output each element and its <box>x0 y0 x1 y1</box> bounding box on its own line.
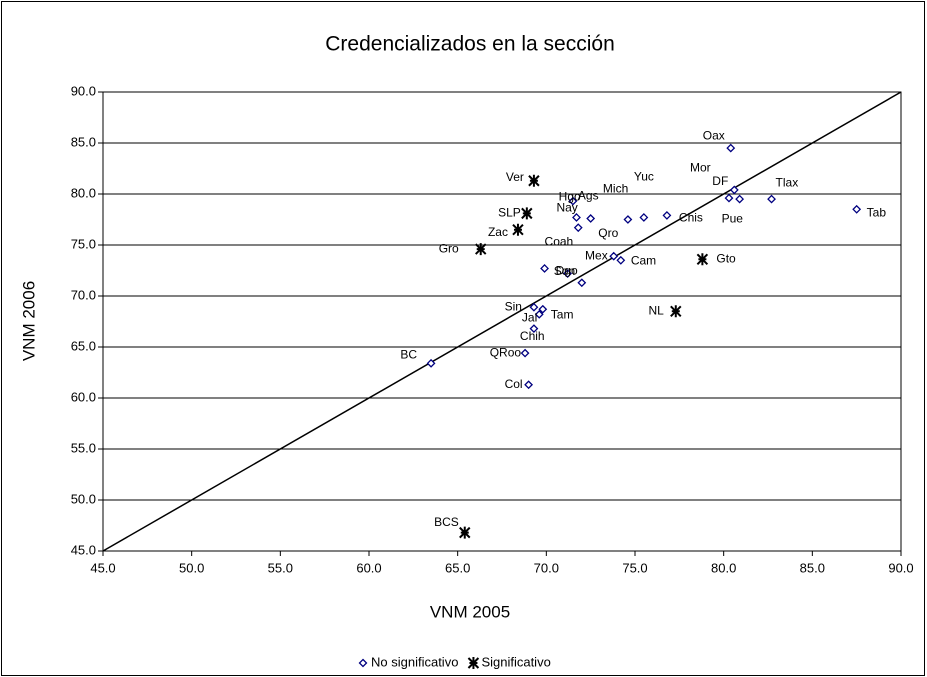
point-label: BC <box>400 347 417 361</box>
point-label: Dgo <box>556 264 578 278</box>
y-tick-label: 60.0 <box>71 389 96 404</box>
point <box>729 185 739 195</box>
point <box>662 211 672 220</box>
point <box>735 194 745 204</box>
x-axis-label: VNM 2005 <box>430 602 510 621</box>
y-tick-label: 45.0 <box>71 542 96 557</box>
point <box>616 255 626 265</box>
point <box>568 196 578 206</box>
point <box>586 214 596 223</box>
point-label: Tam <box>551 307 574 321</box>
point <box>852 204 862 214</box>
point-label: Ver <box>506 170 524 184</box>
legend-item: Significativo <box>467 654 551 669</box>
point <box>534 309 544 319</box>
point-label: Chih <box>520 329 545 343</box>
x-tick-label: 75.0 <box>622 560 647 575</box>
point-label: Cam <box>631 253 656 267</box>
point <box>475 243 487 256</box>
point <box>639 213 649 222</box>
point <box>572 213 581 222</box>
x-tick-label: 55.0 <box>268 560 293 575</box>
point <box>726 143 736 153</box>
point <box>512 223 524 236</box>
point <box>623 215 633 224</box>
x-tick-label: 80.0 <box>711 560 736 575</box>
y-tick-label: 50.0 <box>71 491 96 506</box>
x-tick-label: 60.0 <box>356 560 381 575</box>
legend-label: Significativo <box>481 654 550 669</box>
chart-title: Credencializados en la sección <box>325 33 615 56</box>
point-label: Chis <box>679 211 703 225</box>
point-label: Gto <box>716 251 736 265</box>
x-tick-label: 85.0 <box>800 560 825 575</box>
point-label: Mich <box>603 182 628 196</box>
point <box>459 526 471 539</box>
point-label: Tlax <box>776 175 799 189</box>
point-label: Zac <box>488 225 508 239</box>
y-tick-label: 55.0 <box>71 440 96 455</box>
point <box>524 380 534 390</box>
legend-marker <box>358 658 368 668</box>
y-tick-label: 80.0 <box>71 185 96 200</box>
point-label: Ags <box>578 188 599 202</box>
reference-line <box>102 91 902 552</box>
y-tick-label: 65.0 <box>71 338 96 353</box>
point <box>528 174 540 187</box>
point <box>538 304 548 314</box>
y-tick-label: 90.0 <box>71 83 96 98</box>
point <box>563 269 573 278</box>
legend-item: No significativo <box>358 654 458 669</box>
y-axis-label: VNM 2006 <box>19 281 38 361</box>
point-label: Coah <box>545 235 574 249</box>
point <box>577 278 587 288</box>
y-tick-label: 85.0 <box>71 134 96 149</box>
x-tick-label: 90.0 <box>888 560 913 575</box>
point <box>520 348 530 358</box>
point-label: Col <box>505 377 523 391</box>
point-label: BCS <box>434 515 459 529</box>
y-tick-label: 70.0 <box>71 287 96 302</box>
point-label: SLP <box>498 206 521 220</box>
point <box>426 358 436 368</box>
legend-label: No significativo <box>371 654 458 669</box>
point <box>767 194 776 204</box>
y-tick-label: 75.0 <box>71 236 96 251</box>
x-tick-label: 70.0 <box>534 560 559 575</box>
point-label: Qro <box>598 226 618 240</box>
point <box>724 193 734 203</box>
point <box>529 302 539 312</box>
point-label: Son <box>554 264 575 278</box>
point <box>521 207 533 220</box>
point <box>573 223 583 233</box>
point <box>540 264 549 273</box>
point-label: Nay <box>556 201 577 215</box>
point-label: Tab <box>867 205 887 219</box>
point-label: Hgo <box>559 190 581 204</box>
point-label: Jal <box>522 311 537 325</box>
x-tick-label: 45.0 <box>90 560 115 575</box>
legend-marker <box>467 657 480 669</box>
point-label: Pue <box>722 211 744 225</box>
point-label: QRoo <box>490 345 522 359</box>
x-tick-label: 65.0 <box>445 560 470 575</box>
point <box>609 251 619 261</box>
point-label: Yuc <box>634 170 654 184</box>
point <box>529 324 539 334</box>
point-label: Mex <box>585 248 608 262</box>
point-label: Sin <box>505 299 522 313</box>
point <box>696 253 709 266</box>
x-tick-label: 50.0 <box>179 560 204 575</box>
point-label: NL <box>648 303 664 317</box>
point-label: Mor <box>690 160 711 174</box>
point-label: Oax <box>703 128 725 142</box>
point-label: Gro <box>439 241 459 255</box>
point <box>670 305 682 318</box>
point-label: DF <box>712 174 728 188</box>
